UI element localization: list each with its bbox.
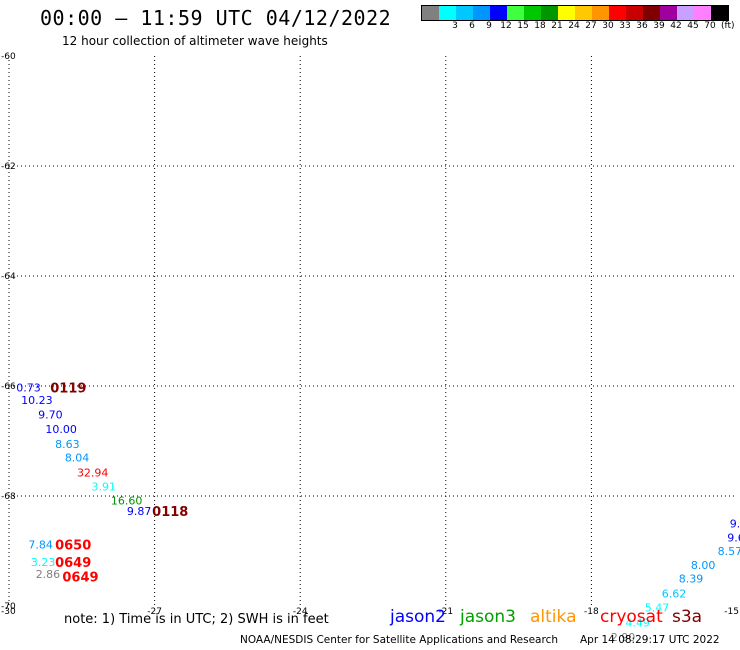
legend-swatch [609, 6, 626, 20]
longitude-tick-label: -27 [147, 607, 162, 617]
legend-tick-label: 24 [568, 21, 580, 31]
legend-tick-label: 39 [653, 21, 665, 31]
legend-tick-label: 33 [619, 21, 631, 31]
legend-swatch [558, 6, 575, 20]
generated-timestamp: Apr 14 08:29:17 UTC 2022 [580, 634, 720, 646]
wave-height-label: 9.87 [127, 505, 152, 518]
credit-line: NOAA/NESDIS Center for Satellite Applica… [240, 634, 558, 646]
latitude-tick-label: -70 [1, 602, 16, 612]
legend-tick-label: 21 [551, 21, 563, 31]
wave-height-label: 8.57 [718, 545, 740, 558]
longitude-tick-label: -30 [1, 607, 16, 617]
legend-tick-label: 36 [636, 21, 648, 31]
satellite-jason2-label: jason2 [390, 607, 446, 627]
legend-tick-label: 12 [500, 21, 512, 31]
grid-lines [8, 56, 737, 606]
wave-height-label: 0.73 [16, 382, 40, 395]
longitude-tick-label: -24 [293, 607, 308, 617]
legend-swatch [473, 6, 490, 20]
satellite-jason3-label: jason3 [460, 607, 516, 627]
legend-swatch [490, 6, 507, 20]
wave-height-label: 10.23 [21, 394, 52, 407]
map-title: 00:00 – 11:59 UTC 04/12/2022 [40, 6, 392, 30]
legend-tick-label: 9 [486, 21, 492, 31]
longitude-tick-label: -15 [724, 607, 739, 617]
footer-note: note: 1) Time is in UTC; 2) SWH is in fe… [64, 612, 329, 627]
legend-tick-label: 42 [670, 21, 682, 31]
legend-swatch [439, 6, 456, 20]
longitude-tick-label: -21 [438, 607, 453, 617]
legend-tick-label: 45 [687, 21, 699, 31]
latitude-tick-label: -62 [1, 162, 16, 172]
legend-swatch [456, 6, 473, 20]
map-subtitle: 12 hour collection of altimeter wave hei… [62, 34, 328, 48]
legend-swatch [643, 6, 660, 20]
wave-height-label: 3.23 [31, 556, 56, 569]
legend-tick-label: 6 [469, 21, 475, 31]
axis-labels: -60 -62 -64 -66 -68 -70-30 -27 -24 -21 -18 -15 [1, 52, 739, 617]
wave-height-label: 3.91 [92, 481, 117, 494]
legend-tick-label: 70 [704, 21, 716, 31]
pass-time-label: 0649 [55, 556, 91, 571]
legend-swatch [711, 6, 728, 20]
legend-swatch [677, 6, 694, 20]
pass-time-label: 0119 [50, 382, 86, 397]
legend-swatch [507, 6, 524, 20]
legend-swatch [575, 6, 592, 20]
wave-height-label: 8.04 [65, 452, 90, 465]
legend-unit: (ft) [721, 21, 735, 31]
color-scale-labels: 3 6 9 12 15 18 21 24 27 30 33 36 39 42 45 70 (ft) [421, 21, 740, 33]
latitude-tick-label: -64 [1, 272, 16, 282]
wave-height-label: 8.63 [55, 438, 80, 451]
latitude-tick-label: -68 [1, 492, 16, 502]
wave-height-label: 10.00 [45, 423, 77, 436]
wave-height-label: 8.39 [679, 573, 704, 586]
color-scale-legend [421, 5, 729, 21]
legend-tick-label: 3 [452, 21, 458, 31]
legend-swatch [660, 6, 677, 20]
satellite-cryosat-label: cryosat [600, 607, 663, 627]
latitude-tick-label: -66 [1, 382, 16, 392]
pass-time-label: 0650 [55, 538, 91, 553]
pass-time-label: 0118 [152, 505, 188, 520]
legend-swatch [592, 6, 609, 20]
pass-time-label: 0649 [62, 570, 98, 585]
wave-height-label: 9. [730, 518, 740, 531]
wave-height-label: 16.60 [111, 494, 143, 507]
latitude-tick-label: -60 [1, 52, 16, 62]
satellite-s3a-label: s3a [672, 607, 703, 627]
satellite-altika-label: altika [530, 607, 577, 627]
wave-height-label: 9.63 [727, 531, 740, 544]
wave-height-label: 2.86 [36, 568, 61, 581]
legend-swatch [694, 6, 711, 20]
wave-height-label: 7.84 [28, 538, 53, 551]
legend-tick-label: 27 [585, 21, 597, 31]
longitude-tick-label: -18 [584, 607, 599, 617]
wave-height-label: 32.94 [77, 466, 109, 479]
legend-tick-label: 15 [517, 21, 529, 31]
legend-swatch [422, 6, 439, 20]
legend-swatch [626, 6, 643, 20]
wave-height-label: 6.62 [662, 587, 687, 600]
wave-height-label: 2.90 [611, 631, 636, 644]
legend-swatch [524, 6, 541, 20]
legend-swatch [541, 6, 558, 20]
wave-height-label: 4.49 [625, 617, 650, 630]
wave-height-label: 8.00 [691, 559, 716, 572]
wave-height-label: 5.47 [645, 602, 670, 615]
wave-height-label: 9.70 [38, 409, 63, 422]
legend-tick-label: 30 [602, 21, 614, 31]
legend-tick-label: 18 [534, 21, 546, 31]
